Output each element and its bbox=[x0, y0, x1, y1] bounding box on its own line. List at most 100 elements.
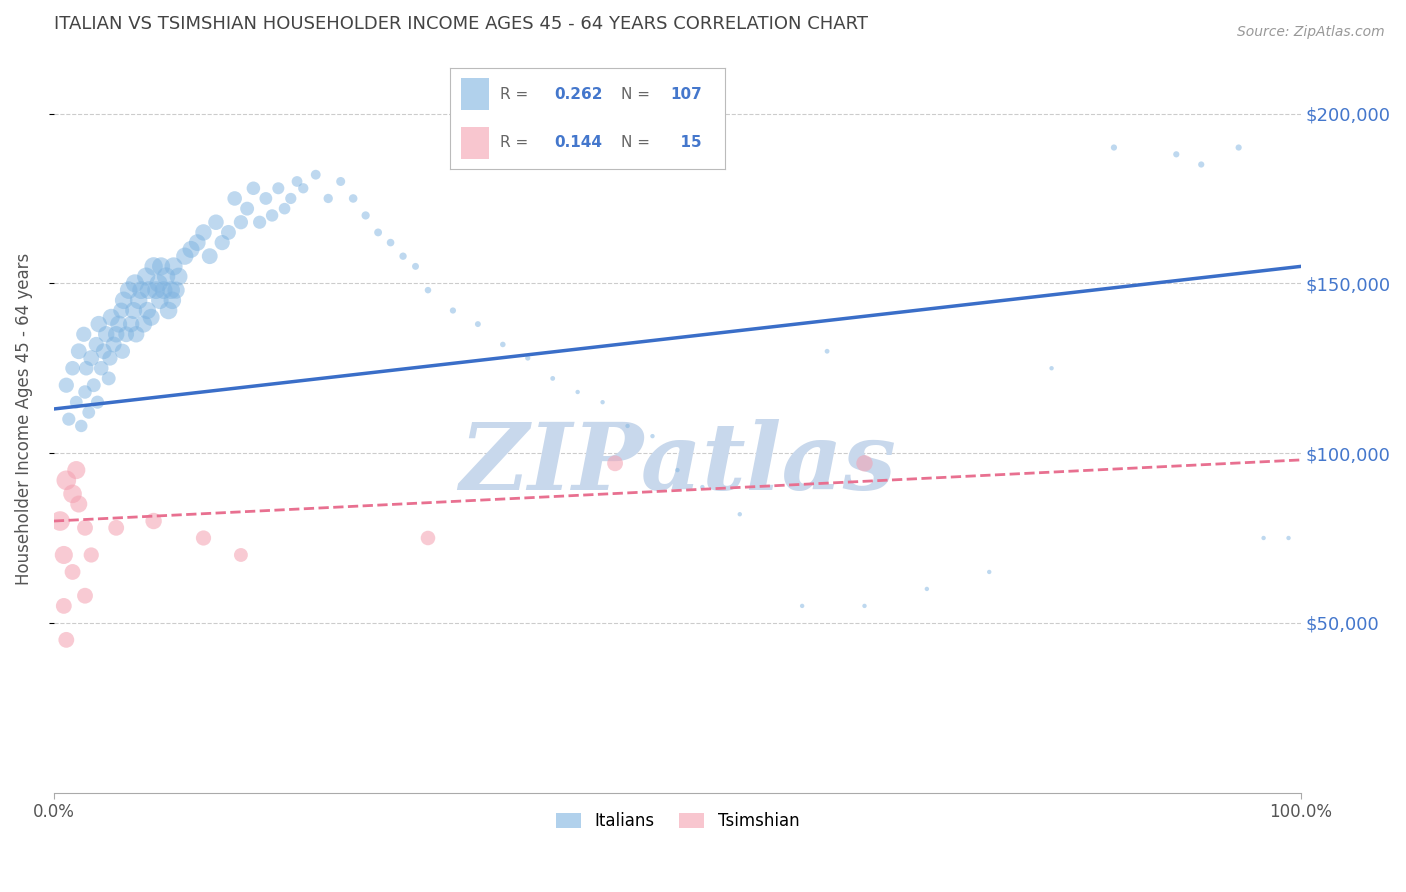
Point bbox=[86, 395, 108, 409]
Point bbox=[567, 384, 589, 399]
Point bbox=[129, 283, 152, 297]
Point bbox=[853, 456, 876, 470]
Point bbox=[666, 463, 689, 477]
Point bbox=[128, 293, 150, 308]
Point bbox=[112, 293, 135, 308]
Point bbox=[249, 215, 271, 229]
Point bbox=[405, 260, 427, 274]
Point bbox=[103, 337, 125, 351]
Point bbox=[87, 317, 110, 331]
Point bbox=[267, 181, 290, 195]
Point bbox=[592, 395, 614, 409]
Point bbox=[67, 344, 90, 359]
Point bbox=[62, 487, 84, 501]
Point bbox=[110, 303, 132, 318]
Point bbox=[692, 480, 714, 494]
Point bbox=[65, 395, 87, 409]
Point bbox=[193, 531, 215, 545]
Text: Source: ZipAtlas.com: Source: ZipAtlas.com bbox=[1237, 25, 1385, 39]
Point bbox=[280, 191, 302, 205]
Point bbox=[160, 283, 183, 297]
Point bbox=[273, 202, 295, 216]
Point bbox=[173, 249, 195, 263]
Point bbox=[380, 235, 402, 250]
Point bbox=[853, 599, 876, 613]
Point bbox=[84, 337, 107, 351]
Point bbox=[815, 344, 838, 359]
Point bbox=[342, 191, 364, 205]
Point bbox=[122, 303, 145, 318]
Point bbox=[603, 456, 626, 470]
Point bbox=[96, 327, 118, 342]
Point bbox=[132, 317, 155, 331]
Point bbox=[211, 235, 233, 250]
Point bbox=[979, 565, 1001, 579]
Point bbox=[198, 249, 221, 263]
Point bbox=[242, 181, 264, 195]
Point bbox=[105, 327, 128, 342]
Point bbox=[77, 405, 100, 419]
Point bbox=[150, 260, 173, 274]
Point bbox=[217, 226, 239, 240]
Y-axis label: Householder Income Ages 45 - 64 years: Householder Income Ages 45 - 64 years bbox=[15, 253, 32, 585]
Point bbox=[180, 243, 202, 257]
Point bbox=[915, 582, 938, 596]
Point bbox=[136, 303, 159, 318]
Point bbox=[118, 283, 141, 297]
Point bbox=[616, 419, 638, 434]
Legend: Italians, Tsimshian: Italians, Tsimshian bbox=[550, 805, 806, 837]
Point bbox=[254, 191, 277, 205]
Point bbox=[52, 599, 75, 613]
Point bbox=[142, 514, 165, 528]
Point bbox=[354, 209, 377, 223]
Point bbox=[392, 249, 415, 263]
Point bbox=[73, 327, 96, 342]
Point bbox=[149, 293, 172, 308]
Point bbox=[229, 215, 252, 229]
Point bbox=[111, 344, 134, 359]
Point bbox=[100, 310, 122, 325]
Point bbox=[316, 191, 339, 205]
Point bbox=[80, 351, 103, 365]
Point bbox=[67, 497, 90, 511]
Point bbox=[55, 378, 77, 392]
Point bbox=[90, 361, 112, 376]
Point bbox=[492, 337, 515, 351]
Point bbox=[73, 589, 96, 603]
Point bbox=[193, 226, 215, 240]
Point bbox=[115, 327, 138, 342]
Point bbox=[285, 174, 308, 188]
Point bbox=[1040, 361, 1063, 376]
Point bbox=[1227, 140, 1250, 154]
Point bbox=[441, 303, 464, 318]
Point bbox=[162, 260, 184, 274]
Point bbox=[93, 344, 115, 359]
Point bbox=[55, 632, 77, 647]
Point bbox=[167, 269, 190, 284]
Point bbox=[186, 235, 208, 250]
Point bbox=[152, 283, 174, 297]
Point bbox=[292, 181, 315, 195]
Point bbox=[139, 310, 162, 325]
Point bbox=[367, 226, 389, 240]
Point bbox=[73, 384, 96, 399]
Point bbox=[1189, 157, 1212, 171]
Point bbox=[49, 514, 72, 528]
Point bbox=[65, 463, 87, 477]
Point bbox=[224, 191, 246, 205]
Point bbox=[236, 202, 259, 216]
Point bbox=[416, 283, 439, 297]
Point bbox=[142, 260, 165, 274]
Text: ITALIAN VS TSIMSHIAN HOUSEHOLDER INCOME AGES 45 - 64 YEARS CORRELATION CHART: ITALIAN VS TSIMSHIAN HOUSEHOLDER INCOME … bbox=[53, 15, 868, 33]
Point bbox=[1277, 531, 1299, 545]
Point bbox=[98, 351, 121, 365]
Point bbox=[125, 327, 148, 342]
Point bbox=[157, 303, 180, 318]
Point bbox=[728, 507, 751, 521]
Point bbox=[55, 473, 77, 487]
Point bbox=[62, 361, 84, 376]
Text: ZIPatlas: ZIPatlas bbox=[458, 419, 896, 509]
Point bbox=[75, 361, 97, 376]
Point bbox=[97, 371, 120, 385]
Point bbox=[205, 215, 228, 229]
